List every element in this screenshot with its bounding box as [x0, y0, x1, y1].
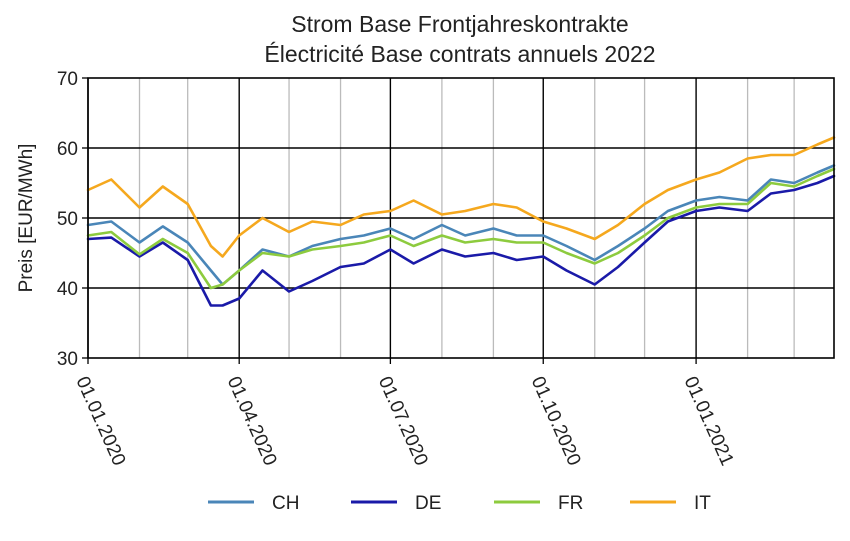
grid [87, 78, 834, 358]
x-tick-label: 01.01.2021 [680, 373, 738, 468]
series-line-it [86, 136, 836, 258]
y-tick-label: 40 [57, 279, 78, 300]
legend-label-de: DE [415, 493, 441, 514]
series-line-de [86, 174, 836, 307]
y-tick-label: 70 [57, 69, 78, 90]
x-tick-label: 01.04.2020 [223, 373, 281, 468]
y-tick-label: 50 [57, 209, 78, 230]
x-tick-label: 01.07.2020 [374, 373, 432, 468]
legend-label-ch: CH [272, 493, 299, 514]
series-line-ch [86, 164, 836, 286]
plot-lines [86, 136, 836, 307]
y-tick-label: 30 [57, 349, 78, 370]
y-tick-label: 60 [57, 139, 78, 160]
chart-title-line-1: Strom Base Frontjahreskontrakte [291, 11, 628, 37]
x-tick-label: 01.01.2020 [71, 373, 129, 468]
y-axis-label: Preis [EUR/MWh] [16, 144, 37, 293]
series-line-fr [86, 167, 836, 290]
axis-ticks: 01.01.2020 01.04.2020 01.07.2020 01.10.2020… [57, 69, 738, 469]
legend-label-it: IT [694, 493, 711, 514]
x-tick-label: 01.10.2020 [527, 373, 585, 468]
legend-label-fr: FR [558, 493, 583, 514]
chart-title-line-2: Électricité Base contrats annuels 2022 [264, 41, 655, 67]
legend: CH DE FR IT [208, 493, 711, 514]
